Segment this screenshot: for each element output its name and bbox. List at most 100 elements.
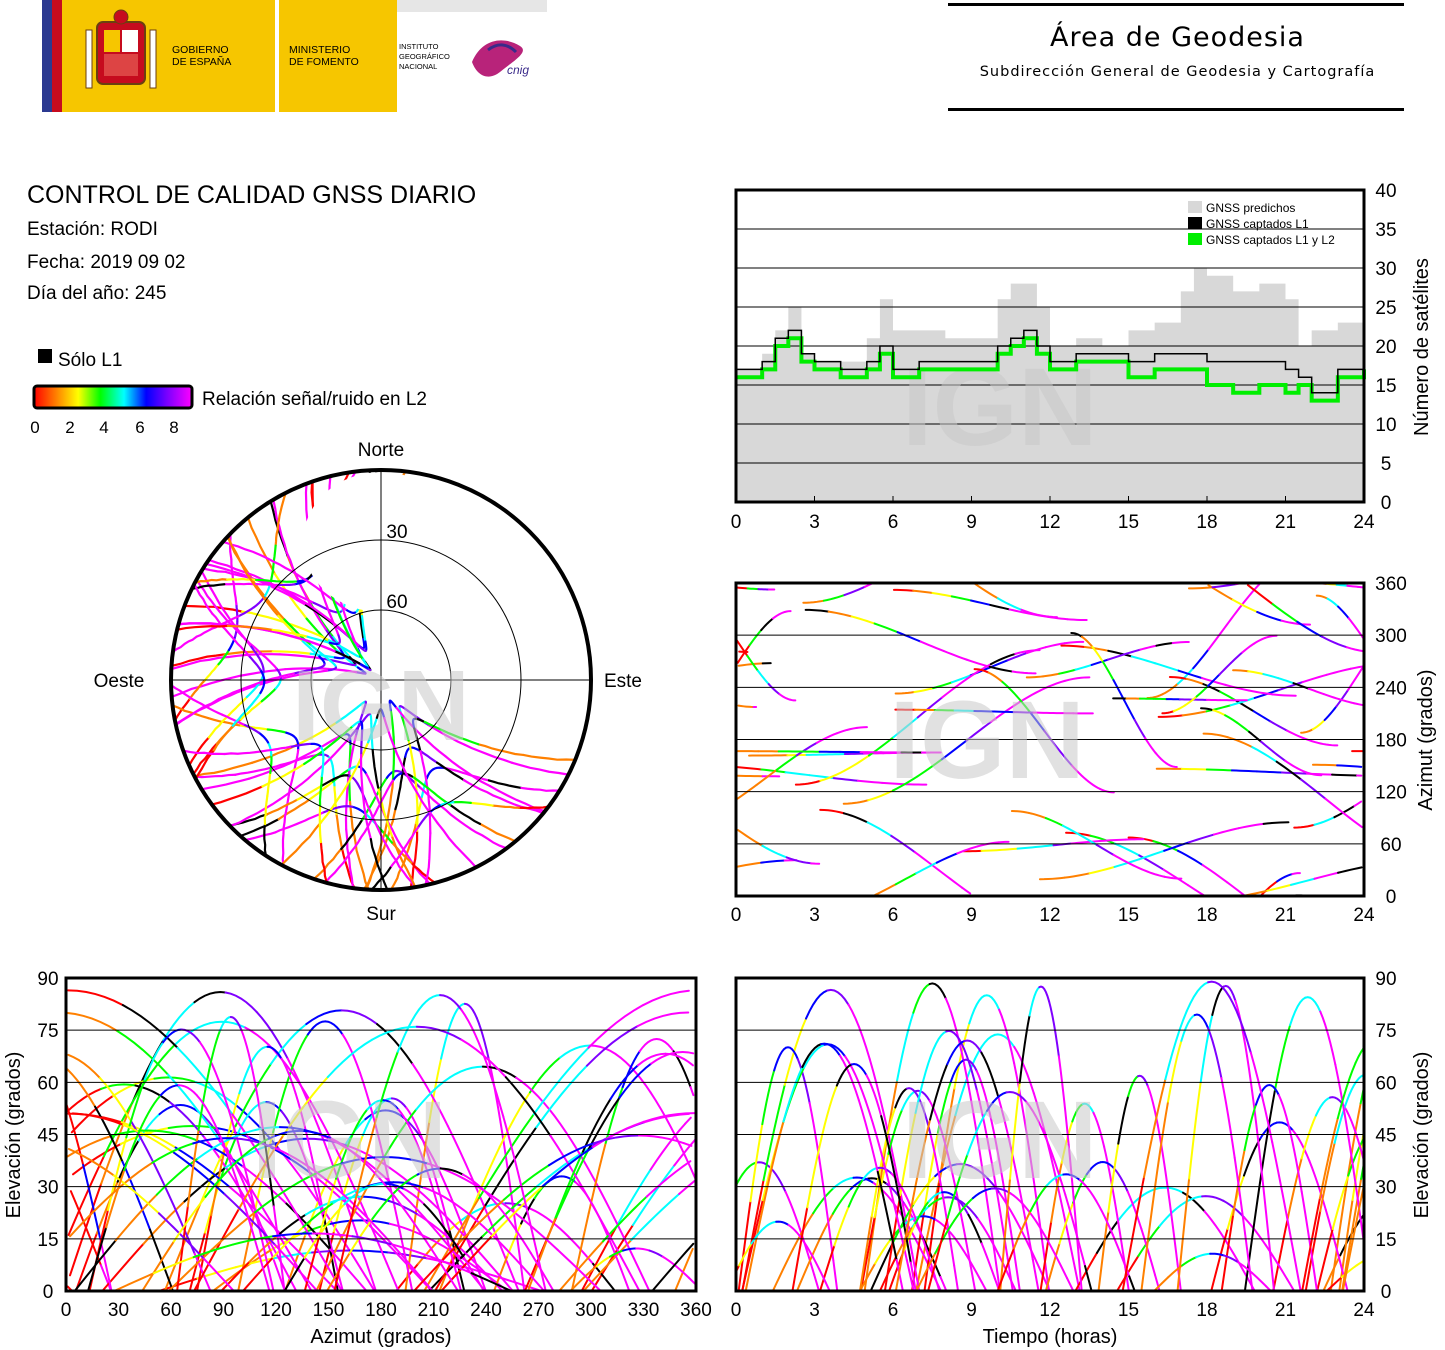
track-segment (1032, 1092, 1055, 1169)
track-segment (967, 1213, 983, 1245)
track-segment (323, 1203, 346, 1229)
track-segment (913, 851, 940, 871)
y-tick-label: 45 (1375, 1126, 1396, 1147)
track-segment (1319, 1141, 1336, 1213)
track-segment (762, 1083, 786, 1182)
track-segment (1226, 736, 1254, 749)
track-segment (1062, 1173, 1081, 1182)
track-segment (1007, 651, 1028, 662)
track-segment (1246, 1054, 1260, 1146)
track-segment (263, 823, 268, 857)
track-segment (82, 1163, 102, 1240)
track-segment (407, 739, 417, 781)
track-segment (929, 1030, 948, 1057)
track-segment (1418, 986, 1437, 1001)
track-segment (248, 691, 262, 709)
track-segment (755, 1161, 773, 1170)
track-segment (687, 1276, 696, 1286)
track-segment (371, 747, 380, 789)
track-segment (1300, 1114, 1317, 1160)
track-segment (1336, 1061, 1357, 1120)
track-segment (1315, 594, 1329, 600)
track-segment (655, 1037, 675, 1053)
track-segment (990, 703, 1017, 723)
track-segment (318, 735, 340, 749)
track-segment (1048, 1000, 1060, 1058)
track-segment (482, 1226, 516, 1259)
track-segment (320, 776, 340, 788)
area-subtitle: Subdirección General de Geodesia y Carto… (979, 64, 1376, 80)
track-segment (812, 1256, 827, 1284)
track-segment (350, 1108, 369, 1138)
track-segment (1045, 1173, 1065, 1187)
track-segment (426, 786, 452, 807)
x-tick-label: 300 (575, 1300, 607, 1321)
track-segment (892, 588, 915, 592)
track-segment (526, 1206, 551, 1221)
track-segment (419, 786, 444, 808)
track-segment (1207, 980, 1231, 998)
track-segment (1335, 583, 1349, 587)
track-segment (1167, 1264, 1184, 1279)
ea-frame (64, 976, 698, 1293)
track-segment (894, 872, 918, 886)
track-segment (1083, 645, 1110, 652)
track-segment (1138, 849, 1166, 861)
x-tick-label: 9 (966, 512, 977, 533)
track-segment (570, 1238, 595, 1265)
track-segment (171, 684, 199, 703)
track-segment (360, 614, 367, 643)
track-segment (274, 821, 303, 834)
track-segment (844, 1055, 867, 1102)
x-tick-label: 21 (1275, 512, 1296, 533)
track-segment (1154, 752, 1168, 765)
track-segment (259, 659, 265, 674)
y-tick-label: 25 (1375, 298, 1396, 319)
track-segment (1318, 1117, 1339, 1200)
track-segment (894, 691, 916, 695)
track-segment (1180, 767, 1208, 771)
track-segment (229, 798, 282, 828)
y-tick-label: 0 (43, 1282, 54, 1303)
track-segment (234, 1062, 272, 1128)
track-segment (950, 674, 972, 684)
x-tick-label: 60 (160, 1300, 181, 1321)
track-segment (1275, 760, 1303, 781)
track-segment (364, 799, 378, 827)
track-segment (850, 1063, 868, 1077)
track-segment (389, 854, 408, 890)
track-segment (950, 595, 973, 602)
track-segment (794, 779, 822, 786)
track-segment (1236, 721, 1251, 733)
track-segment (1121, 1176, 1146, 1291)
track-segment (1018, 1014, 1031, 1084)
track-segment (965, 1253, 983, 1283)
station-label: Estación: RODI (27, 219, 158, 240)
track-segment (1167, 1039, 1183, 1103)
track-segment (1078, 833, 1098, 846)
track-segment (449, 803, 482, 825)
track-segment (1357, 1140, 1364, 1166)
track-segment (1165, 762, 1178, 769)
track-segment (208, 1029, 222, 1071)
track-segment (463, 743, 514, 764)
track-segment (750, 1227, 765, 1245)
track-segment (590, 1223, 634, 1291)
west-label: Oeste (94, 671, 145, 692)
track-segment (1101, 660, 1115, 682)
track-segment (587, 1141, 607, 1215)
track-segment (1229, 651, 1244, 665)
track-segment (341, 1033, 362, 1074)
track-segment (832, 777, 859, 782)
track-segment (1205, 768, 1233, 772)
track-segment (699, 1244, 713, 1291)
track-segment (953, 1264, 960, 1291)
track-segment (1228, 995, 1252, 1054)
gobierno-line1: GOBIERNO (172, 44, 229, 56)
et-frame (734, 976, 1366, 1293)
header-rule-top (948, 3, 1404, 6)
track-segment (294, 737, 300, 752)
track-segment (1304, 996, 1322, 1013)
track-segment (1211, 985, 1225, 1016)
track-segment (1097, 1210, 1110, 1291)
